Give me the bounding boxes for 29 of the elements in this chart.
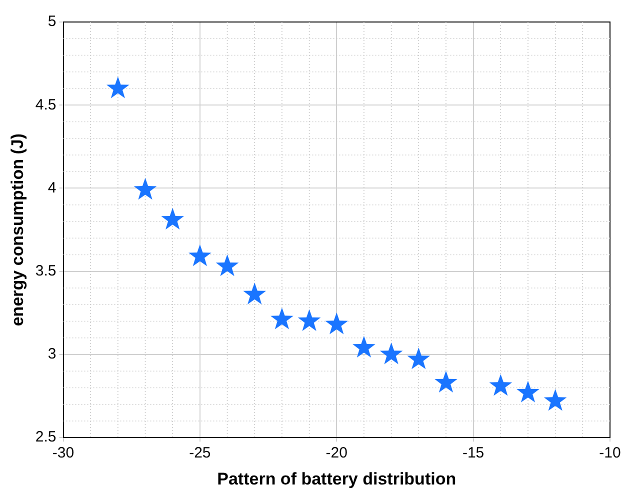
- point: [352, 336, 376, 358]
- point: [407, 347, 430, 370]
- x-axis-title: Pattern of battery distribution: [217, 469, 456, 488]
- point: [134, 178, 157, 200]
- x-tick-label: -30: [52, 444, 74, 462]
- y-tick-label: 5: [48, 13, 56, 30]
- y-tick-label: 3: [48, 346, 56, 363]
- x-tick-label: -10: [599, 444, 621, 462]
- point: [188, 244, 212, 266]
- point: [489, 374, 512, 396]
- point: [161, 208, 184, 230]
- x-tick-label: -25: [189, 444, 211, 462]
- y-axis-title: energy consumption (J): [8, 133, 27, 326]
- y-tick-label: 4.5: [35, 96, 56, 114]
- y-tick-label: 2.5: [35, 428, 56, 446]
- point: [298, 309, 321, 331]
- x-tick-label: -15: [462, 444, 484, 462]
- x-tick-label: -20: [326, 444, 348, 462]
- point: [380, 342, 403, 364]
- point: [243, 282, 266, 304]
- point: [325, 312, 348, 334]
- y-tick-label: 3.5: [35, 262, 56, 280]
- point: [434, 370, 458, 392]
- point: [516, 380, 540, 402]
- point: [106, 76, 130, 98]
- y-tick-label: 4: [48, 179, 56, 196]
- point: [270, 308, 294, 330]
- point: [544, 389, 567, 411]
- point: [216, 254, 239, 276]
